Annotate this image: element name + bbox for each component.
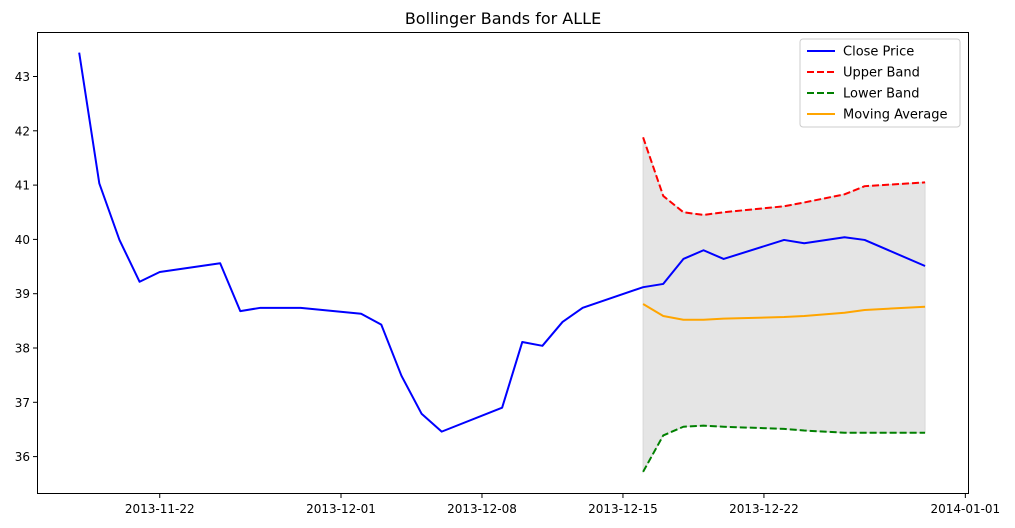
legend: Close Price Upper Band Lower Band Moving Av… [799, 38, 961, 128]
y-tick-label: 42 [15, 124, 30, 138]
series-line-close-price [78, 52, 926, 433]
series-line-moving-average [642, 303, 926, 321]
y-tick-label: 39 [15, 287, 30, 301]
legend-label: Lower Band [843, 87, 919, 102]
x-tick-label: 2013-11-22 [125, 502, 195, 516]
band-fill [642, 137, 926, 474]
y-tick-label: 43 [15, 70, 30, 84]
series-line-lower-band [642, 424, 926, 473]
x-tick-label: 2013-12-01 [306, 502, 376, 516]
y-tick-label: 36 [15, 450, 30, 464]
chart-title: Bollinger Bands for ALLE [405, 9, 601, 28]
legend-box [799, 38, 961, 128]
plot-frame [37, 32, 969, 494]
y-tick-label: 37 [15, 396, 30, 410]
legend-label: Moving Average [843, 108, 947, 123]
x-tick-label: 2013-12-22 [729, 502, 799, 516]
series-line-upper-band [642, 136, 926, 216]
x-tick-label: 2013-12-15 [588, 502, 658, 516]
y-tick-label: 40 [15, 233, 30, 247]
y-tick-label: 41 [15, 179, 30, 193]
legend-label: Upper Band [843, 66, 920, 81]
x-tick-label: 2014-01-01 [930, 502, 1000, 516]
y-tick-label: 38 [15, 342, 30, 356]
x-tick-label: 2013-12-08 [447, 502, 517, 516]
legend-label: Close Price [843, 45, 914, 60]
